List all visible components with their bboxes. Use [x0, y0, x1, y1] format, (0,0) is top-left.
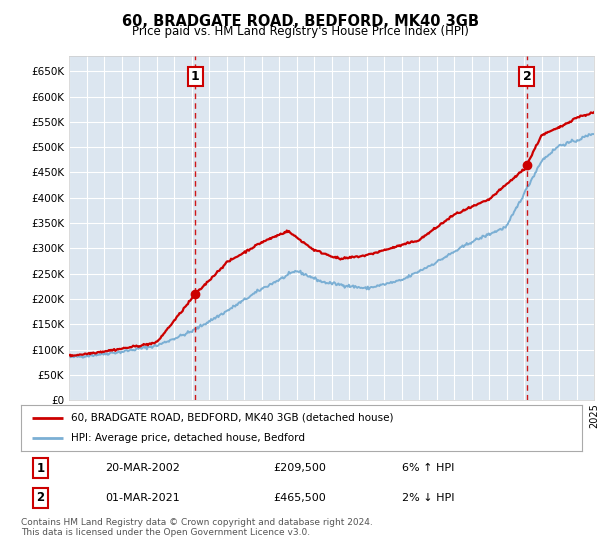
Text: 2% ↓ HPI: 2% ↓ HPI [403, 493, 455, 503]
Text: 60, BRADGATE ROAD, BEDFORD, MK40 3GB: 60, BRADGATE ROAD, BEDFORD, MK40 3GB [121, 14, 479, 29]
Text: Contains HM Land Registry data © Crown copyright and database right 2024.
This d: Contains HM Land Registry data © Crown c… [21, 518, 373, 538]
Text: Price paid vs. HM Land Registry's House Price Index (HPI): Price paid vs. HM Land Registry's House … [131, 25, 469, 38]
Text: £465,500: £465,500 [274, 493, 326, 503]
Text: 6% ↑ HPI: 6% ↑ HPI [403, 463, 455, 473]
Text: 01-MAR-2021: 01-MAR-2021 [105, 493, 180, 503]
Text: HPI: Average price, detached house, Bedford: HPI: Average price, detached house, Bedf… [71, 433, 305, 444]
Text: 2: 2 [523, 70, 532, 83]
Text: 60, BRADGATE ROAD, BEDFORD, MK40 3GB (detached house): 60, BRADGATE ROAD, BEDFORD, MK40 3GB (de… [71, 413, 394, 423]
Text: 1: 1 [191, 70, 200, 83]
Text: 2: 2 [37, 491, 44, 504]
Text: £209,500: £209,500 [274, 463, 326, 473]
Text: 20-MAR-2002: 20-MAR-2002 [105, 463, 180, 473]
Text: 1: 1 [37, 462, 44, 475]
